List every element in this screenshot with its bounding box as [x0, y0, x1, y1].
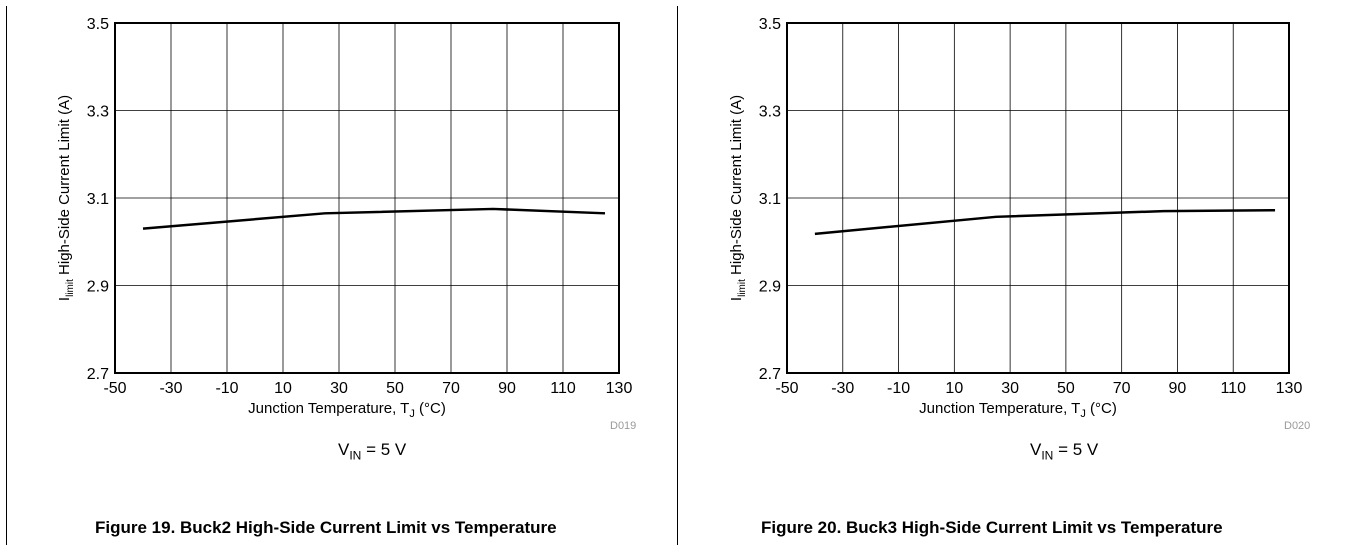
gridlines: [786, 22, 1290, 374]
panel-right-border: [677, 6, 678, 545]
panel-left-border: [6, 6, 7, 545]
x-tick-label: 10: [274, 380, 292, 397]
x-tick-label: 50: [1057, 380, 1075, 397]
plot-frame: [114, 22, 620, 374]
x-tick-label: 130: [1276, 380, 1303, 397]
x-tick-label: -50: [775, 380, 798, 397]
figure-19-panel: -50 -30 -10 10 30 50 70 90 110 130 2.7 2.9 3.1 3.3 3.5…: [6, 6, 678, 545]
y-tick-label: 2.9: [87, 279, 109, 296]
y-tick-label: 2.7: [759, 366, 781, 383]
chart-buck2: -50 -30 -10 10 30 50 70 90 110 130 2.7 2.9 3.1 3.3 3.5…: [56, 16, 633, 420]
x-tick-label: 90: [498, 380, 516, 397]
y-axis-label: Ilimit High-Side Current Limit (A): [56, 95, 76, 301]
condition-label: VIN = 5 V: [338, 440, 407, 463]
series-line: [142, 207, 606, 230]
x-tick-label: 10: [945, 380, 963, 397]
x-tick-label: 130: [606, 380, 633, 397]
y-tick-label: 3.1: [87, 191, 109, 208]
series-line: [814, 209, 1276, 236]
x-tick-label: 110: [1220, 380, 1246, 397]
y-axis-label: Ilimit High-Side Current Limit (A): [728, 95, 748, 301]
figure-caption: Figure 20. Buck3 High-Side Current Limit…: [761, 518, 1223, 537]
plot-frame: [786, 22, 1290, 374]
x-tick-label: -10: [887, 380, 910, 397]
x-tick-label: -30: [831, 380, 854, 397]
y-tick-label: 3.5: [87, 16, 109, 33]
x-axis-label: Junction Temperature, TJ (°C): [919, 400, 1117, 420]
figure-code: D020: [1284, 420, 1311, 432]
x-tick-label: 30: [330, 380, 348, 397]
x-tick-label: 50: [386, 380, 404, 397]
figure-caption: Figure 19. Buck2 High-Side Current Limit…: [95, 518, 557, 537]
gridlines: [114, 22, 620, 374]
x-axis-label: Junction Temperature, TJ (°C): [248, 400, 446, 420]
x-tick-label: 70: [1113, 380, 1131, 397]
y-tick-label: 3.3: [759, 104, 781, 121]
y-tick-label: 2.9: [759, 279, 781, 296]
y-tick-label: 3.3: [87, 104, 109, 121]
figure-20-panel: -50 -30 -10 10 30 50 70 90 110 130 2.7 2.9 3.1 3.3 3.5…: [677, 0, 1351, 545]
y-tick-label: 3.1: [759, 191, 781, 208]
x-tick-label: 90: [1169, 380, 1187, 397]
y-tick-label: 2.7: [87, 366, 109, 383]
x-tick-label: -10: [215, 380, 238, 397]
x-tick-label: 70: [442, 380, 460, 397]
x-tick-label: 30: [1001, 380, 1019, 397]
y-tick-label: 3.5: [759, 16, 781, 33]
chart-buck3: -50 -30 -10 10 30 50 70 90 110 130 2.7 2.9 3.1 3.3 3.5…: [728, 16, 1303, 420]
condition-label: VIN = 5 V: [1030, 440, 1099, 463]
x-tick-label: -30: [159, 380, 182, 397]
x-tick-label: 110: [550, 380, 576, 397]
figure-code: D019: [610, 420, 637, 432]
x-tick-label: -50: [103, 380, 126, 397]
